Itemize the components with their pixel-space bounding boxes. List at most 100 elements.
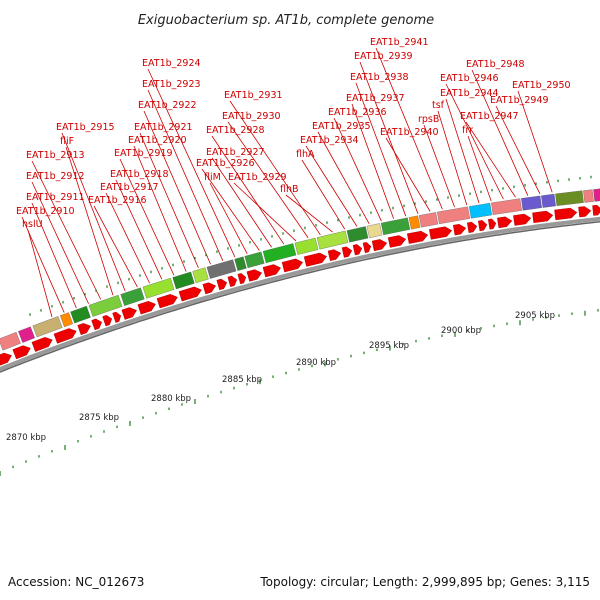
gene-label: tsf — [432, 100, 445, 111]
scale-labels: 2870 kbp 2875 kbp 2880 kbp 2885 kbp 2890 kbp… — [6, 311, 555, 443]
backbone-inner — [0, 221, 600, 373]
gene-labels: hslU EAT1b_2910 EAT1b_2911 EAT1b_2912 EAT1b_… — [16, 37, 571, 230]
cog-segment — [18, 326, 35, 343]
gene-label: EAT1b_2910 — [16, 206, 75, 217]
scale-label: 2875 kbp — [79, 413, 119, 423]
gene-arrow — [453, 224, 467, 236]
label-connector — [229, 100, 321, 236]
label-connector — [133, 145, 187, 272]
label-connector — [93, 205, 138, 288]
label-connector — [115, 179, 163, 280]
gene-label: EAT1b_2916 — [88, 195, 147, 206]
scale-label: 2890 kbp — [296, 358, 336, 368]
label-connector — [147, 68, 236, 258]
label-connector — [31, 202, 77, 309]
cog-color-band — [0, 187, 600, 351]
gene-label: EAT1b_2929 — [228, 172, 287, 183]
gene-arrow — [327, 249, 342, 261]
gene-label: flhB — [280, 184, 299, 195]
cog-segment — [555, 190, 584, 206]
label-connector — [333, 117, 382, 222]
gene-label: EAT1b_2950 — [512, 80, 571, 91]
gene-label: EAT1b_2926 — [196, 158, 255, 169]
cog-segment — [469, 202, 493, 219]
gene-arrow — [227, 275, 238, 287]
gene-label: EAT1b_2934 — [300, 135, 359, 146]
label-connector — [61, 132, 126, 292]
scale-label: 2900 kbp — [441, 326, 481, 336]
cog-segment — [521, 195, 542, 211]
cog-segment — [366, 223, 383, 239]
label-connector — [445, 98, 480, 204]
gene-arrow — [592, 204, 600, 216]
gene-label: EAT1b_2949 — [490, 95, 549, 106]
cog-segment — [244, 251, 265, 269]
label-connector — [201, 168, 260, 251]
scale-label: 2895 kbp — [369, 341, 409, 351]
cog-segment — [142, 277, 175, 299]
gene-label: EAT1b_2938 — [350, 72, 409, 83]
cog-segment — [234, 256, 247, 271]
cog-segment — [88, 294, 123, 317]
cog-segment — [206, 259, 237, 279]
gene-arrow — [0, 352, 12, 366]
gene-label: EAT1b_2917 — [100, 182, 159, 193]
gene-arrow — [77, 323, 91, 336]
gene-arrow — [371, 239, 388, 252]
cog-segment — [192, 267, 209, 284]
gene-arrow — [237, 273, 247, 285]
label-connector — [465, 121, 516, 198]
gene-label: flhA — [296, 149, 315, 160]
gene-arrow — [467, 221, 478, 233]
gene-arrow — [352, 244, 363, 256]
gene-arrow — [53, 328, 77, 344]
gene-arrow — [178, 286, 202, 302]
cog-segment — [541, 193, 556, 208]
label-connector — [385, 137, 431, 212]
gene-label: EAT1b_2927 — [206, 147, 265, 158]
gene-arrow — [303, 252, 327, 267]
cog-segment — [294, 237, 319, 255]
label-connector — [285, 194, 333, 233]
label-connectors — [21, 47, 553, 318]
cog-segment — [380, 217, 411, 236]
gene-arrow — [407, 230, 429, 244]
gene-arrow — [387, 235, 407, 248]
gene-label: EAT1b_2935 — [312, 121, 371, 132]
gene-arrows-track — [0, 204, 600, 366]
gene-label: EAT1b_2911 — [26, 192, 85, 203]
cog-segment — [593, 187, 600, 202]
scale-label: 2905 kbp — [515, 311, 555, 321]
scale-label: 2870 kbp — [6, 433, 46, 443]
map-title: Exiguobacterium sp. AT1b, complete genom… — [138, 13, 434, 28]
label-connector — [21, 216, 65, 313]
gene-label: EAT1b_2946 — [440, 73, 499, 84]
label-connector — [355, 82, 407, 217]
label-connector — [437, 110, 468, 206]
label-connector — [105, 192, 150, 284]
gene-label: EAT1b_2937 — [346, 93, 405, 104]
gene-arrow — [262, 264, 282, 278]
label-connector — [147, 89, 224, 261]
label-connector — [27, 229, 53, 318]
cog-segment — [418, 212, 439, 228]
label-connector — [227, 121, 309, 239]
label-connector — [31, 181, 89, 304]
label-connector — [351, 103, 394, 219]
scale-label: 2880 kbp — [151, 394, 191, 404]
gene-arrow — [121, 307, 137, 320]
gene-label: EAT1b_2930 — [222, 111, 281, 122]
gene-label: rpsB — [418, 114, 439, 125]
label-connector — [301, 159, 346, 230]
gene-arrow — [156, 294, 178, 309]
label-connector — [233, 182, 297, 242]
cog-segment — [120, 287, 145, 306]
cog-segment — [0, 331, 21, 351]
cog-segment — [491, 198, 522, 215]
backbone-outer — [0, 216, 600, 372]
label-connector — [467, 135, 492, 202]
gene-label: fliF — [60, 136, 74, 147]
gene-arrow — [12, 345, 31, 360]
gene-label: EAT1b_2912 — [26, 171, 85, 182]
